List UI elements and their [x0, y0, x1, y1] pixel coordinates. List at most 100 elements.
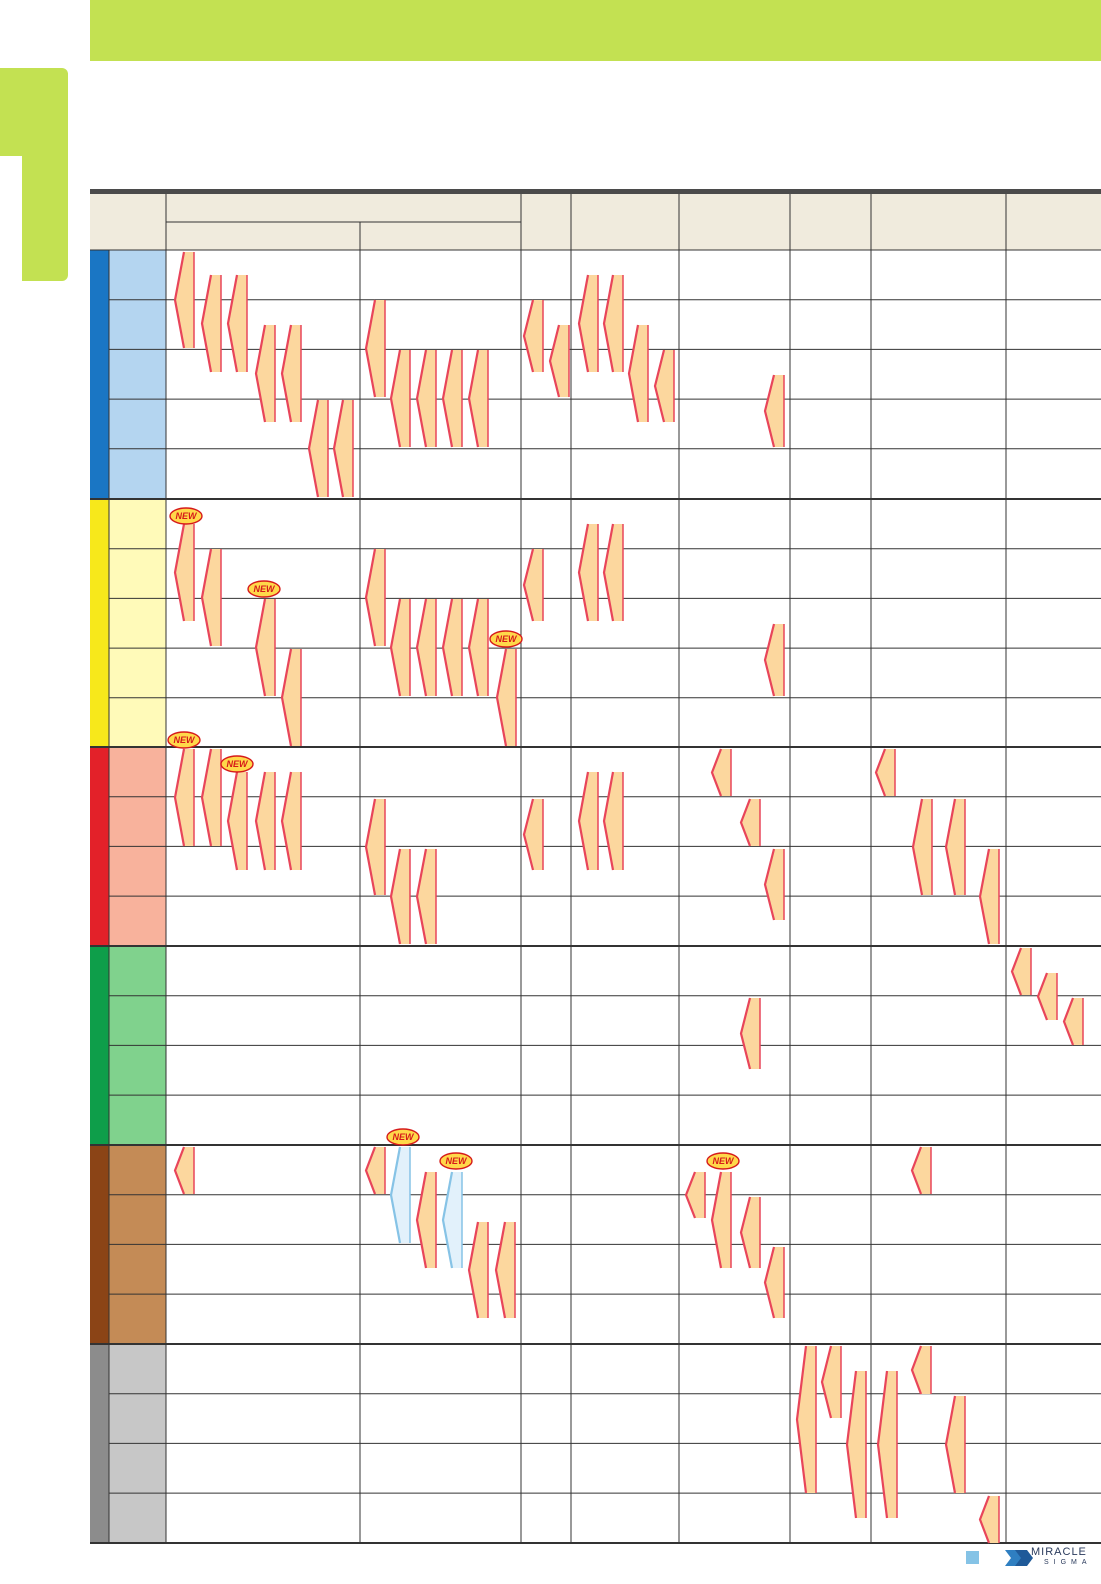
range-marker-edge [820, 1345, 833, 1419]
group-color-bar [90, 946, 109, 1145]
range-marker [228, 772, 247, 870]
range-marker [469, 350, 488, 447]
range-marker-edge [763, 374, 776, 448]
range-marker [765, 1247, 784, 1318]
range-marker-edge [876, 1370, 889, 1519]
range-marker [469, 1222, 488, 1318]
range-marker [175, 749, 194, 846]
top-banner [90, 0, 1101, 61]
range-marker [980, 849, 999, 944]
group-color-bar [90, 250, 109, 499]
range-marker-edge [173, 748, 186, 847]
range-marker [741, 1197, 760, 1268]
range-marker-edge [763, 1246, 776, 1319]
range-marker [946, 1396, 965, 1493]
range-marker [443, 350, 462, 447]
range-marker-edge [845, 1370, 858, 1519]
new-badges: NEW NEW NEW NEW NEW NEW NEW NEW [167, 507, 740, 1170]
range-marker [524, 549, 543, 621]
range-marker-edge [710, 1171, 723, 1269]
range-marker [524, 300, 543, 372]
range-marker-edge [602, 523, 615, 622]
range-marker [417, 1172, 436, 1268]
brand-logo-icon [1005, 1550, 1033, 1566]
range-marker [712, 749, 731, 796]
brand-subwordmark: SIGMA [1044, 1559, 1092, 1566]
group-color-bar [90, 1344, 109, 1543]
range-marker-edge [254, 324, 267, 423]
range-marker-edge [577, 523, 590, 622]
range-marker-edge [1010, 947, 1023, 996]
new-badge-text: NEW [174, 735, 197, 745]
range-marker [604, 524, 623, 621]
range-marker [912, 1147, 931, 1194]
range-marker [822, 1346, 841, 1418]
range-marker [202, 549, 221, 646]
new-badge-shape [220, 755, 254, 773]
range-marker [175, 1147, 194, 1194]
range-marker [417, 599, 436, 696]
range-marker [629, 325, 648, 422]
range-marker-edge [441, 598, 454, 697]
range-marker [366, 549, 385, 646]
range-marker-edge [364, 548, 377, 647]
range-marker-edge [494, 1221, 507, 1319]
range-marker-edge [467, 598, 480, 697]
range-marker [391, 599, 410, 696]
range-marker-edge [602, 274, 615, 373]
range-marker [256, 599, 275, 696]
range-marker-edge [389, 848, 402, 945]
range-marker-edge [441, 1171, 454, 1269]
range-marker-edge [226, 274, 239, 373]
range-marker [175, 252, 194, 348]
range-marker-edge [415, 1171, 428, 1269]
range-marker-edge [910, 1146, 923, 1195]
range-marker-edge [522, 299, 535, 373]
range-marker [946, 799, 965, 895]
new-badge: NEW [706, 1152, 740, 1170]
new-badge-text: NEW [227, 759, 250, 769]
range-marker [579, 275, 598, 372]
range-marker-edge [739, 798, 752, 847]
header-top-rule [90, 189, 1101, 194]
range-marker [912, 1346, 931, 1394]
range-marker-edge [173, 523, 186, 622]
range-marker-edge [795, 1345, 808, 1494]
range-marker [417, 849, 436, 944]
group-label-cell [109, 250, 166, 499]
range-markers [173, 251, 1084, 1544]
range-marker [309, 400, 328, 497]
range-marker [524, 799, 543, 870]
new-badge-shape [489, 630, 523, 648]
range-marker [686, 1172, 705, 1218]
range-marker-edge [495, 648, 508, 747]
new-badge-shape [386, 1128, 420, 1146]
range-marker-edge [874, 748, 887, 797]
range-marker-edge [1062, 997, 1075, 1046]
range-marker [741, 998, 760, 1069]
range-marker [765, 849, 784, 920]
range-marker-edge [389, 349, 402, 448]
range-marker-edge [739, 997, 752, 1070]
range-marker [496, 1222, 515, 1318]
group-color-bar [90, 499, 109, 748]
range-marker [391, 849, 410, 944]
range-marker [741, 799, 760, 846]
range-marker [765, 624, 784, 696]
new-badge-shape [706, 1152, 740, 1170]
range-marker-edge [467, 1221, 480, 1319]
range-marker-edge [200, 748, 213, 847]
range-marker [497, 649, 516, 746]
range-marker [366, 1147, 385, 1194]
range-marker [417, 350, 436, 447]
range-marker-edge [441, 349, 454, 448]
range-marker-edge [577, 771, 590, 871]
range-marker [1012, 948, 1031, 995]
range-marker-edge [332, 399, 345, 498]
new-badge: NEW [247, 580, 281, 598]
range-marker-edge [364, 299, 377, 398]
range-marker [228, 275, 247, 372]
range-marker-edge [254, 598, 267, 697]
range-marker-edge [710, 748, 723, 797]
